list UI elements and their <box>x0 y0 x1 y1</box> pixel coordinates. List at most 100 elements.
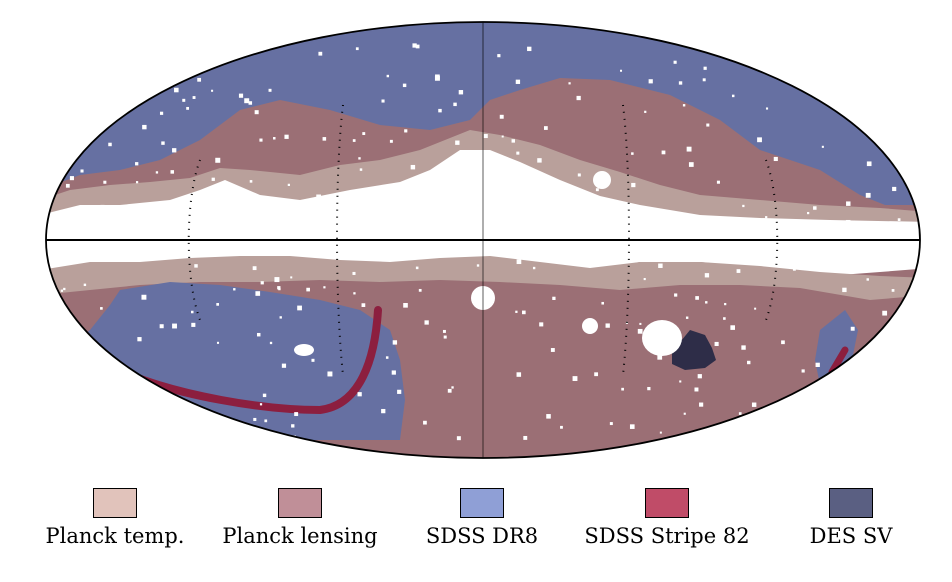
mask-speck <box>866 161 872 167</box>
mask-speck <box>622 239 628 245</box>
legend-swatch <box>93 488 137 518</box>
mask-speck <box>716 180 720 184</box>
mask-speck <box>728 223 732 227</box>
mask-speck <box>532 266 536 270</box>
mask-speck <box>191 310 194 314</box>
mask-speck <box>260 281 264 285</box>
mask-speck <box>757 137 762 143</box>
mask-speck <box>560 425 563 429</box>
mask-speck <box>475 175 478 179</box>
mask-speck <box>569 198 574 203</box>
mask-speck <box>355 47 359 51</box>
mask-speck <box>643 277 646 281</box>
mask-speck <box>262 393 267 398</box>
mask-speck <box>601 301 605 305</box>
legend-item-planck-lensing: Planck lensing <box>205 488 395 548</box>
mask-speck <box>673 60 677 64</box>
mask-speck <box>118 207 121 210</box>
mask-speck <box>815 362 820 368</box>
legend-swatch <box>645 488 689 518</box>
mask-speck <box>636 223 642 229</box>
mask-speck <box>705 301 708 304</box>
sdss-stripe82-east <box>828 346 849 376</box>
mask-speck <box>679 380 682 383</box>
mask-speck <box>358 157 361 160</box>
mask-speck <box>233 288 236 291</box>
mask-speck <box>318 51 323 56</box>
mask-speck <box>161 141 165 145</box>
mask-speck <box>403 303 408 308</box>
mask-speck <box>572 376 578 381</box>
mask-speck <box>327 371 333 377</box>
mask-speck <box>352 271 356 275</box>
mask-speck <box>543 126 548 130</box>
mask-speck <box>731 94 735 98</box>
mask-speck <box>694 387 699 392</box>
mask-speck <box>736 269 741 273</box>
legend-label: DES SV <box>809 524 893 548</box>
mask-speck <box>100 204 105 209</box>
mask-speck <box>60 289 64 292</box>
mask-speck <box>80 169 84 173</box>
mask-speck <box>892 186 897 192</box>
mask-speck <box>788 242 793 247</box>
legend-item-sdss-stripe82: SDSS Stripe 82 <box>572 488 762 548</box>
mask-speck <box>659 431 662 434</box>
mask-speck <box>813 206 817 210</box>
mask-speck <box>172 323 177 329</box>
mask-speck <box>552 296 556 301</box>
mask-hole <box>582 318 598 334</box>
mask-speck <box>476 264 480 267</box>
mask-speck <box>284 134 289 139</box>
mask-speck <box>391 370 396 375</box>
mask-speck <box>605 323 610 328</box>
mask-speck <box>723 317 726 320</box>
mask-speck <box>142 124 147 130</box>
mask-speck <box>186 230 191 235</box>
legend-label: Planck lensing <box>222 524 378 548</box>
mask-speck <box>794 231 799 236</box>
mask-speck <box>306 287 310 292</box>
mask-speck <box>531 246 536 251</box>
mask-speck <box>259 403 263 406</box>
mask-speck <box>186 106 190 110</box>
mask-speck <box>216 303 220 306</box>
mask-speck <box>501 135 504 138</box>
mask-speck <box>576 95 581 101</box>
mask-speck <box>250 220 253 223</box>
mask-speck <box>891 289 895 292</box>
mask-speck <box>688 162 694 167</box>
mask-speck <box>481 207 485 211</box>
mask-speck <box>459 156 465 162</box>
mask-speck <box>69 176 74 181</box>
mask-speck <box>433 190 438 195</box>
mask-speck <box>210 230 215 235</box>
mask-speck <box>801 369 805 373</box>
mask-speck <box>386 74 390 78</box>
mask-speck <box>474 151 477 154</box>
mask-speck <box>135 162 139 166</box>
mask-speck <box>412 43 417 48</box>
mask-speck <box>311 358 315 362</box>
mask-speck <box>657 354 663 360</box>
mask-speck <box>410 164 416 170</box>
mask-speck <box>702 78 706 82</box>
mask-speck <box>65 183 70 188</box>
sky-map <box>45 21 921 459</box>
mask-speck <box>686 146 692 152</box>
legend-item-planck-temp: Planck temp. <box>20 488 210 548</box>
mask-speck <box>832 254 837 260</box>
mask-speck <box>537 158 542 163</box>
mask-speck <box>637 328 643 334</box>
mask-speck <box>747 360 751 365</box>
mask-speck <box>644 110 647 113</box>
mask-speck <box>267 217 271 221</box>
mask-speck <box>269 341 273 345</box>
mask-speck <box>706 123 710 127</box>
mask-speck <box>695 296 699 300</box>
mask-speck <box>253 417 257 422</box>
mask-speck <box>738 412 742 415</box>
mask-speck <box>730 325 735 330</box>
mask-speck <box>381 408 386 414</box>
mask-speck <box>353 292 356 295</box>
